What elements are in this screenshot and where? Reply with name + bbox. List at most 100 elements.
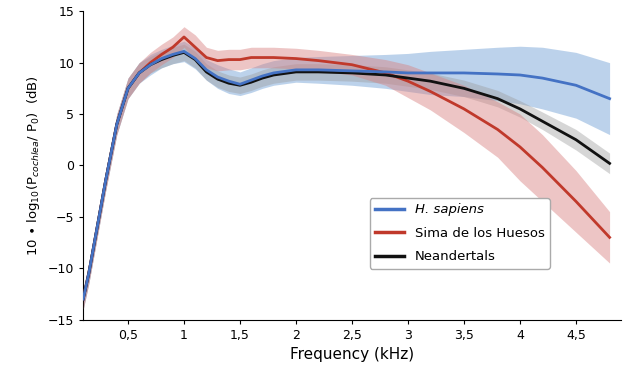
Sima de los Huesos [157,52,165,57]
H. sapiens [348,69,356,73]
Neandertals [292,70,300,74]
H. sapiens [381,70,389,74]
Neandertals [136,71,143,75]
H. sapiens [493,72,501,76]
Sima de los Huesos [381,71,389,75]
Sima de los Huesos [191,45,199,50]
Sima de los Huesos [124,86,132,91]
Sima de los Huesos [572,199,580,204]
Line: Neandertals: Neandertals [83,52,609,299]
Sima de los Huesos [180,35,188,39]
Sima de los Huesos [113,122,120,127]
H. sapiens [85,271,93,276]
Neandertals [191,57,199,62]
Neandertals [315,70,322,74]
H. sapiens [79,297,87,301]
Sima de los Huesos [315,58,322,63]
H. sapiens [572,83,580,88]
Neandertals [96,209,104,214]
Y-axis label: 10 $\bullet$ log$_{10}$(P$_{cochlea}$/ P$_0$)  (dB): 10 $\bullet$ log$_{10}$(P$_{cochlea}$/ P… [25,75,42,256]
H. sapiens [426,71,434,75]
Sima de los Huesos [348,62,356,67]
Line: H. sapiens: H. sapiens [83,52,609,299]
Sima de los Huesos [169,45,177,50]
H. sapiens [315,68,322,72]
Neandertals [572,138,580,142]
H. sapiens [516,73,524,77]
Sima de los Huesos [270,55,278,60]
Sima de los Huesos [404,79,412,83]
Line: Sima de los Huesos: Sima de los Huesos [83,37,609,299]
H. sapiens [460,71,468,75]
Neandertals [460,86,468,91]
Neandertals [247,80,255,85]
H. sapiens [605,96,613,101]
Neandertals [91,240,99,245]
Sima de los Huesos [292,56,300,61]
Sima de los Huesos [147,61,154,65]
H. sapiens [214,75,221,79]
Sima de los Huesos [91,240,99,245]
H. sapiens [292,68,300,72]
X-axis label: Frequency (kHz): Frequency (kHz) [290,347,414,362]
Neandertals [202,70,210,74]
H. sapiens [236,82,244,86]
H. sapiens [538,76,546,80]
Neandertals [124,86,132,91]
Neandertals [404,76,412,80]
Neandertals [516,107,524,111]
H. sapiens [225,79,232,83]
Neandertals [259,76,266,80]
Sima de los Huesos [236,57,244,62]
Sima de los Huesos [214,58,221,63]
Sima de los Huesos [426,89,434,94]
H. sapiens [191,56,199,61]
Sima de los Huesos [538,165,546,170]
Neandertals [605,161,613,166]
Neandertals [85,271,93,276]
Neandertals [157,57,165,62]
Legend: H. sapiens, Sima de los Huesos, Neandertals: H. sapiens, Sima de los Huesos, Neandert… [370,198,550,268]
Sima de los Huesos [85,271,93,276]
H. sapiens [102,179,109,183]
H. sapiens [96,209,104,214]
Neandertals [236,83,244,88]
H. sapiens [169,52,177,57]
H. sapiens [147,62,154,67]
Sima de los Huesos [493,127,501,132]
Neandertals [180,50,188,55]
Neandertals [113,122,120,127]
Neandertals [348,71,356,75]
Neandertals [225,81,232,85]
Sima de los Huesos [605,235,613,240]
Sima de los Huesos [102,179,109,183]
Neandertals [381,73,389,77]
Neandertals [270,73,278,77]
Sima de los Huesos [516,145,524,149]
Sima de los Huesos [79,297,87,301]
H. sapiens [180,49,188,54]
H. sapiens [270,71,278,75]
Neandertals [493,96,501,101]
H. sapiens [124,86,132,91]
H. sapiens [404,71,412,75]
H. sapiens [259,74,266,78]
H. sapiens [113,122,120,127]
Sima de los Huesos [96,209,104,214]
Sima de los Huesos [460,107,468,111]
Neandertals [79,297,87,301]
Sima de los Huesos [202,55,210,60]
H. sapiens [247,78,255,82]
H. sapiens [136,71,143,75]
Sima de los Huesos [247,55,255,60]
Neandertals [147,62,154,67]
Sima de los Huesos [259,55,266,60]
Neandertals [538,119,546,123]
Neandertals [426,79,434,83]
Sima de los Huesos [225,57,232,62]
H. sapiens [91,240,99,245]
Neandertals [169,53,177,58]
H. sapiens [202,68,210,72]
Neandertals [102,179,109,183]
Sima de los Huesos [136,71,143,75]
